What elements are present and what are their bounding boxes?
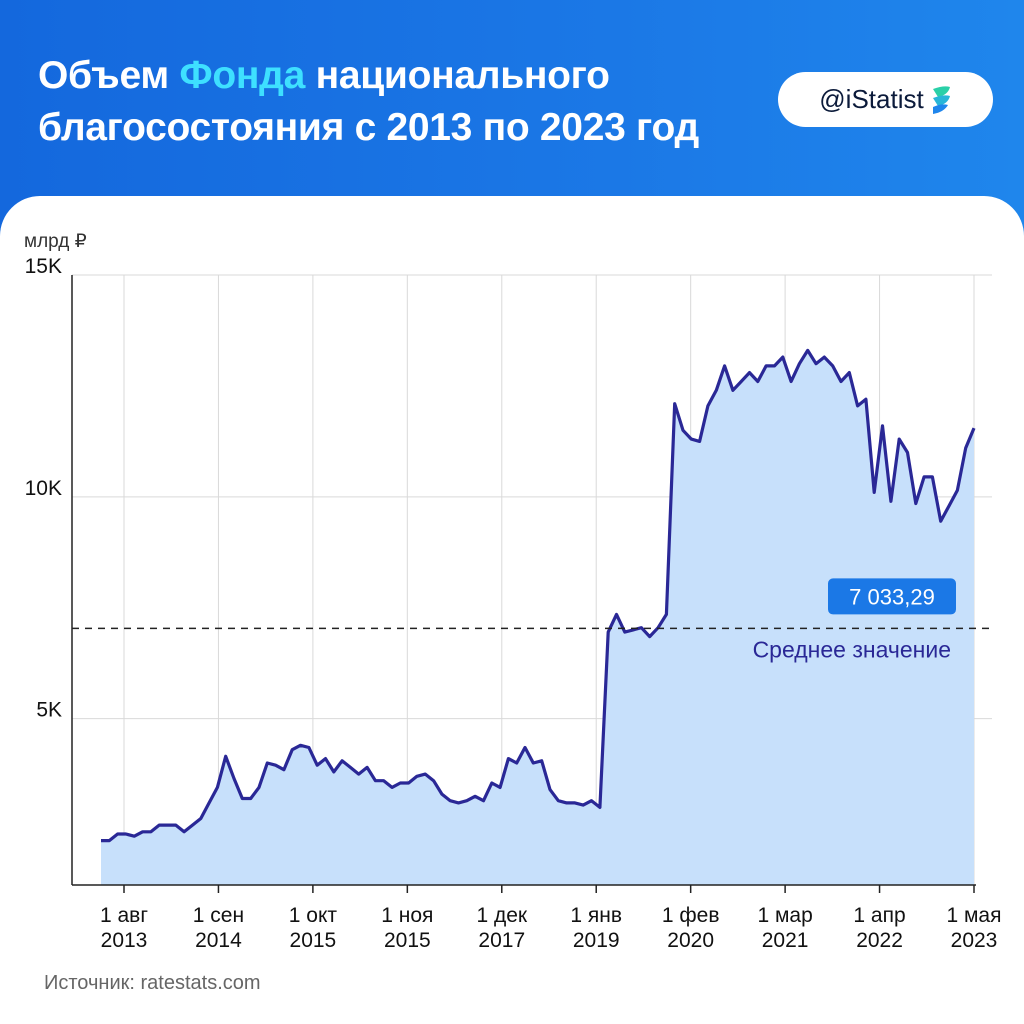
x-tick-label: 1 фев [662, 904, 720, 927]
x-tick-label-year: 2021 [762, 929, 809, 952]
x-tick-label-year: 2015 [290, 929, 337, 952]
source-note: Источник: ratestats.com [44, 972, 261, 994]
area-fill [101, 350, 974, 885]
x-tick-label: 1 апр [853, 904, 905, 927]
y-tick-label: 5K [36, 699, 62, 722]
title-part-1: Объем [38, 54, 180, 97]
average-value-label: 7 033,29 [849, 584, 935, 609]
page-title: Объем Фонда национального благосостояния… [38, 50, 778, 154]
title-accent: Фонда [179, 54, 306, 97]
x-tick-label: 1 окт [289, 904, 338, 927]
series-line [101, 348, 976, 843]
x-tick-label: 1 мая [946, 904, 1001, 927]
x-tick-label-year: 2022 [856, 929, 903, 952]
x-tick-label: 1 сен [193, 904, 244, 927]
x-tick-label-year: 2015 [384, 929, 431, 952]
istatist-badge[interactable]: @iStatist [778, 72, 993, 127]
y-tick-label: 10K [25, 477, 62, 500]
x-tick-label-year: 2020 [667, 929, 714, 952]
x-tick-label-year: 2017 [478, 929, 525, 952]
x-tick-label: 1 янв [570, 904, 622, 927]
average-value-box [828, 578, 956, 615]
handle-text: @iStatist [819, 84, 924, 114]
istatist-logo-icon [932, 85, 950, 114]
x-tick-label-year: 2023 [951, 929, 998, 952]
x-tick-label-year: 2019 [573, 929, 620, 952]
y-axis-unit-label: млрд ₽ [24, 231, 87, 252]
x-tick-label: 1 мар [757, 904, 812, 927]
title-part-2: национального благосостояния с 2013 по 2… [38, 54, 699, 149]
y-tick-label: 15K [25, 255, 62, 278]
x-tick-label: 1 авг [100, 904, 148, 927]
average-caption: Среднее значение [753, 636, 951, 662]
x-tick-label-year: 2014 [195, 929, 242, 952]
x-tick-label: 1 дек [476, 904, 527, 927]
x-tick-label: 1 ноя [381, 904, 433, 927]
x-tick-label-year: 2013 [101, 929, 148, 952]
